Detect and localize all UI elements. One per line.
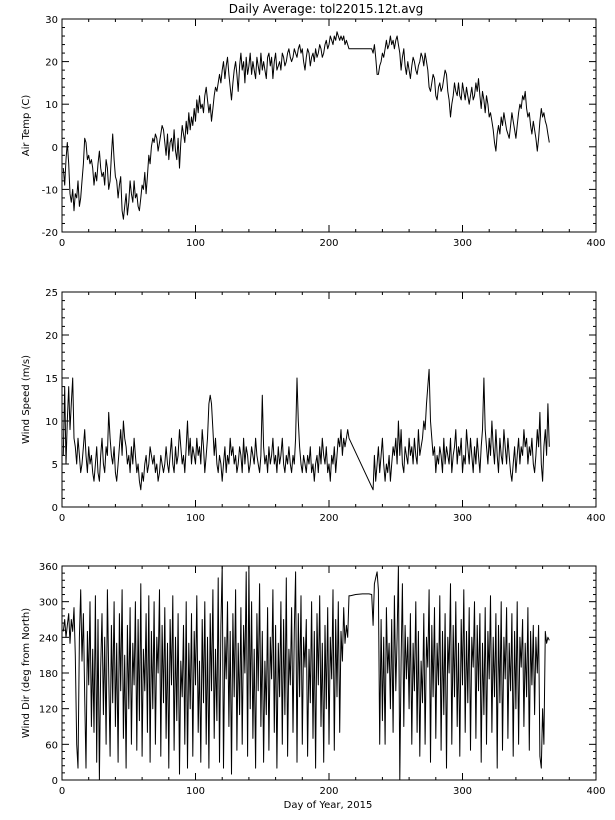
wind-dir-y-axis-title: Wind Dir (deg from North) — [21, 608, 32, 738]
wind-dir-y-tick-label: 240 — [39, 633, 58, 644]
air-temp-y-tick-label: 20 — [45, 58, 58, 69]
wind-dir-y-tick-label: 360 — [39, 562, 58, 573]
wind-dir-x-tick-label: 100 — [186, 786, 205, 797]
wind-speed-y-tick-label: 10 — [45, 417, 58, 428]
wind-speed-x-tick-label: 100 — [186, 513, 205, 524]
wind-dir-y-tick-label: 0 — [52, 776, 58, 787]
wind-dir-panel: 0 100 200 300 400 0 60 120 180 240 300 360 Wind Dir … — [21, 562, 606, 797]
air-temp-x-tick-label: 300 — [453, 238, 472, 249]
air-temp-series-line — [62, 31, 550, 220]
wind-dir-x-tick-label: 200 — [319, 786, 338, 797]
wind-dir-y-tick-label: 180 — [39, 669, 58, 680]
air-temp-panel: 0 100 200 300 400 -20 -10 0 10 20 30 Air Temp (C) — [21, 15, 606, 249]
air-temp-y-axis-title: Air Temp (C) — [21, 95, 32, 157]
figure-title: Daily Average: tol22015.12t.avg — [229, 2, 424, 16]
wind-speed-y-axis-title: Wind Speed (m/s) — [21, 355, 32, 444]
air-temp-y-tick-label: -10 — [42, 185, 58, 196]
air-temp-y-tick-label: 0 — [52, 143, 58, 154]
wind-dir-y-tick-label: 300 — [39, 598, 58, 609]
wind-speed-y-tick-label: 25 — [45, 288, 58, 299]
wind-speed-y-tick-label: 15 — [45, 374, 58, 385]
wind-dir-x-tick-label: 400 — [586, 786, 605, 797]
wind-speed-y-tick-label: 0 — [52, 503, 58, 514]
wind-speed-x-tick-label: 0 — [59, 513, 65, 524]
air-temp-x-tick-label: 100 — [186, 238, 205, 249]
wind-speed-x-tick-label: 400 — [586, 513, 605, 524]
wind-speed-panel: 0 100 200 300 400 0 5 10 15 20 25 Wind Speed (m/s) — [21, 288, 606, 524]
air-temp-x-tick-label: 200 — [319, 238, 338, 249]
wind-dir-y-tick-label: 120 — [39, 705, 58, 716]
wind-dir-series-line — [62, 565, 550, 781]
air-temp-x-tick-label: 0 — [59, 238, 65, 249]
wind-dir-x-tick-label: 0 — [59, 786, 65, 797]
wind-speed-series-line — [62, 368, 550, 491]
air-temp-y-tick-label: 30 — [45, 15, 58, 26]
wind-dir-y-tick-label: 60 — [45, 740, 58, 751]
air-temp-y-tick-label: 10 — [45, 100, 58, 111]
wind-speed-x-tick-label: 300 — [453, 513, 472, 524]
air-temp-y-tick-label: -20 — [42, 228, 58, 239]
wind-speed-y-tick-label: 5 — [52, 460, 58, 471]
air-temp-plot-frame — [61, 18, 597, 233]
wind-speed-x-tick-label: 200 — [319, 513, 338, 524]
air-temp-x-tick-label: 400 — [586, 238, 605, 249]
x-axis-title: Day of Year, 2015 — [284, 800, 373, 811]
wind-speed-y-tick-label: 20 — [45, 331, 58, 342]
wind-dir-x-tick-label: 300 — [453, 786, 472, 797]
